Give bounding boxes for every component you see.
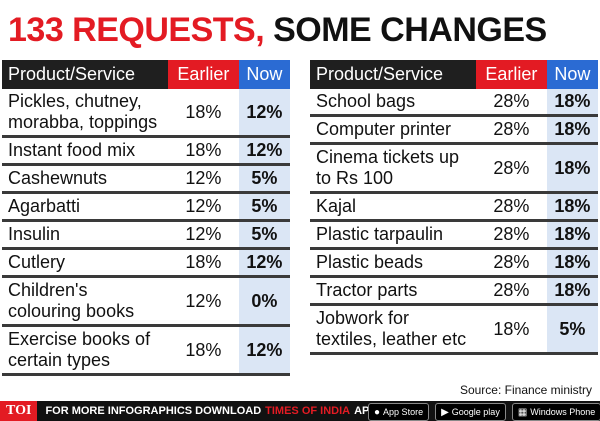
footer-bar: TOI FOR MORE INFOGRAPHICS DOWNLOAD TIMES… — [0, 401, 600, 421]
now-rate-cell: 18% — [546, 276, 598, 306]
product-cell: Tractor parts — [310, 276, 477, 306]
earlier-rate-cell: 18% — [168, 325, 239, 376]
now-rate-cell: 18% — [546, 115, 598, 145]
toi-logo[interactable]: TOI — [0, 401, 38, 421]
earlier-rate-cell: 12% — [168, 220, 239, 250]
now-rate-cell: 5% — [238, 192, 290, 222]
table-row: Kajal 28% 18% — [310, 192, 598, 222]
earlier-rate-cell: 28% — [476, 115, 547, 145]
product-cell: Cutlery — [2, 248, 169, 278]
left-header-row: Product/Service Earlier Now — [2, 60, 290, 89]
table-row: Tractor parts 28% 18% — [310, 276, 598, 306]
source-note: Source: Finance ministry — [459, 383, 592, 397]
col-now-header: Now — [238, 60, 290, 89]
table-row: Cashewnuts 12% 5% — [2, 164, 290, 194]
now-rate-cell: 5% — [238, 164, 290, 194]
table-row: Jobwork for textiles, leather etc 18% 5% — [310, 304, 598, 355]
earlier-rate-cell: 28% — [476, 192, 547, 222]
table-row: Exercise books of certain types 18% 12% — [2, 325, 290, 376]
product-cell: Plastic tarpaulin — [310, 220, 477, 250]
left-table-body: Pickles, chutney, morabba, toppings 18% 12… — [2, 89, 290, 376]
earlier-rate-cell: 12% — [168, 164, 239, 194]
earlier-rate-cell: 28% — [476, 143, 547, 194]
table-row: Cinema tickets up to Rs 100 28% 18% — [310, 143, 598, 194]
earlier-rate-cell: 28% — [476, 276, 547, 306]
earlier-rate-cell: 28% — [476, 248, 547, 278]
now-rate-cell: 18% — [546, 248, 598, 278]
table-row: Plastic beads 28% 18% — [310, 248, 598, 278]
product-cell: Agarbatti — [2, 192, 169, 222]
earlier-rate-cell: 28% — [476, 89, 547, 117]
footer-text: FOR MORE INFOGRAPHICS DOWNLOAD — [45, 405, 262, 417]
product-cell: Cashewnuts — [2, 164, 169, 194]
product-cell: Pickles, chutney, morabba, toppings — [2, 89, 169, 138]
earlier-rate-cell: 28% — [476, 220, 547, 250]
table-row: Instant food mix 18% 12% — [2, 136, 290, 166]
right-table: Product/Service Earlier Now School bags 2… — [310, 60, 598, 355]
product-cell: Plastic beads — [310, 248, 477, 278]
col-earlier-header: Earlier — [168, 60, 239, 89]
now-rate-cell: 18% — [546, 143, 598, 194]
left-table: Product/Service Earlier Now Pickles, chu… — [2, 60, 290, 376]
app-store-badge[interactable]: ● App Store — [368, 403, 430, 421]
table-row: Computer printer 28% 18% — [310, 115, 598, 145]
now-rate-cell: 12% — [238, 89, 290, 138]
windows-phone-badge[interactable]: ▦ Windows Phone — [511, 403, 600, 421]
col-product-header: Product/Service — [2, 60, 169, 89]
now-rate-cell: 5% — [238, 220, 290, 250]
table-row: Children's colouring books 12% 0% — [2, 276, 290, 327]
earlier-rate-cell: 18% — [476, 304, 547, 355]
product-cell: Insulin — [2, 220, 169, 250]
table-row: Pickles, chutney, morabba, toppings 18% 12… — [2, 89, 290, 138]
earlier-rate-cell: 12% — [168, 276, 239, 327]
product-cell: Cinema tickets up to Rs 100 — [310, 143, 477, 194]
now-rate-cell: 18% — [546, 192, 598, 222]
product-cell: Children's colouring books — [2, 276, 169, 327]
right-table-body: School bags 28% 18% Computer printer 28% 18% C… — [310, 89, 598, 355]
col-product-header: Product/Service — [310, 60, 477, 89]
right-header-row: Product/Service Earlier Now — [310, 60, 598, 89]
table-row: Insulin 12% 5% — [2, 220, 290, 250]
earlier-rate-cell: 18% — [168, 89, 239, 138]
product-cell: School bags — [310, 89, 477, 117]
apple-icon: ● — [374, 406, 381, 418]
col-now-header: Now — [546, 60, 598, 89]
product-cell: Computer printer — [310, 115, 477, 145]
footer-brand[interactable]: TIMES OF INDIA — [265, 405, 351, 417]
headline-part2: SOME CHANGES — [273, 11, 547, 49]
table-row: Cutlery 18% 12% — [2, 248, 290, 278]
now-rate-cell: 18% — [546, 89, 598, 117]
now-rate-cell: 5% — [546, 304, 598, 355]
headline: 133 REQUESTS, SOME CHANGES — [8, 6, 547, 54]
now-rate-cell: 12% — [238, 248, 290, 278]
google-play-badge[interactable]: ▶ Google play — [435, 403, 506, 421]
windows-icon: ▦ — [517, 406, 528, 418]
store-badges: ● App Store ▶ Google play ▦ Windows Phone — [368, 403, 600, 421]
product-cell: Instant food mix — [2, 136, 169, 166]
table-row: School bags 28% 18% — [310, 89, 598, 117]
headline-part1: 133 REQUESTS, — [8, 11, 265, 49]
now-rate-cell: 12% — [238, 325, 290, 376]
now-rate-cell: 0% — [238, 276, 290, 327]
table-row: Plastic tarpaulin 28% 18% — [310, 220, 598, 250]
earlier-rate-cell: 18% — [168, 248, 239, 278]
product-cell: Jobwork for textiles, leather etc — [310, 304, 477, 355]
product-cell: Exercise books of certain types — [2, 325, 169, 376]
table-row: Agarbatti 12% 5% — [2, 192, 290, 222]
now-rate-cell: 18% — [546, 220, 598, 250]
product-cell: Kajal — [310, 192, 477, 222]
earlier-rate-cell: 12% — [168, 192, 239, 222]
play-icon: ▶ — [441, 406, 449, 418]
earlier-rate-cell: 18% — [168, 136, 239, 166]
now-rate-cell: 12% — [238, 136, 290, 166]
col-earlier-header: Earlier — [476, 60, 547, 89]
